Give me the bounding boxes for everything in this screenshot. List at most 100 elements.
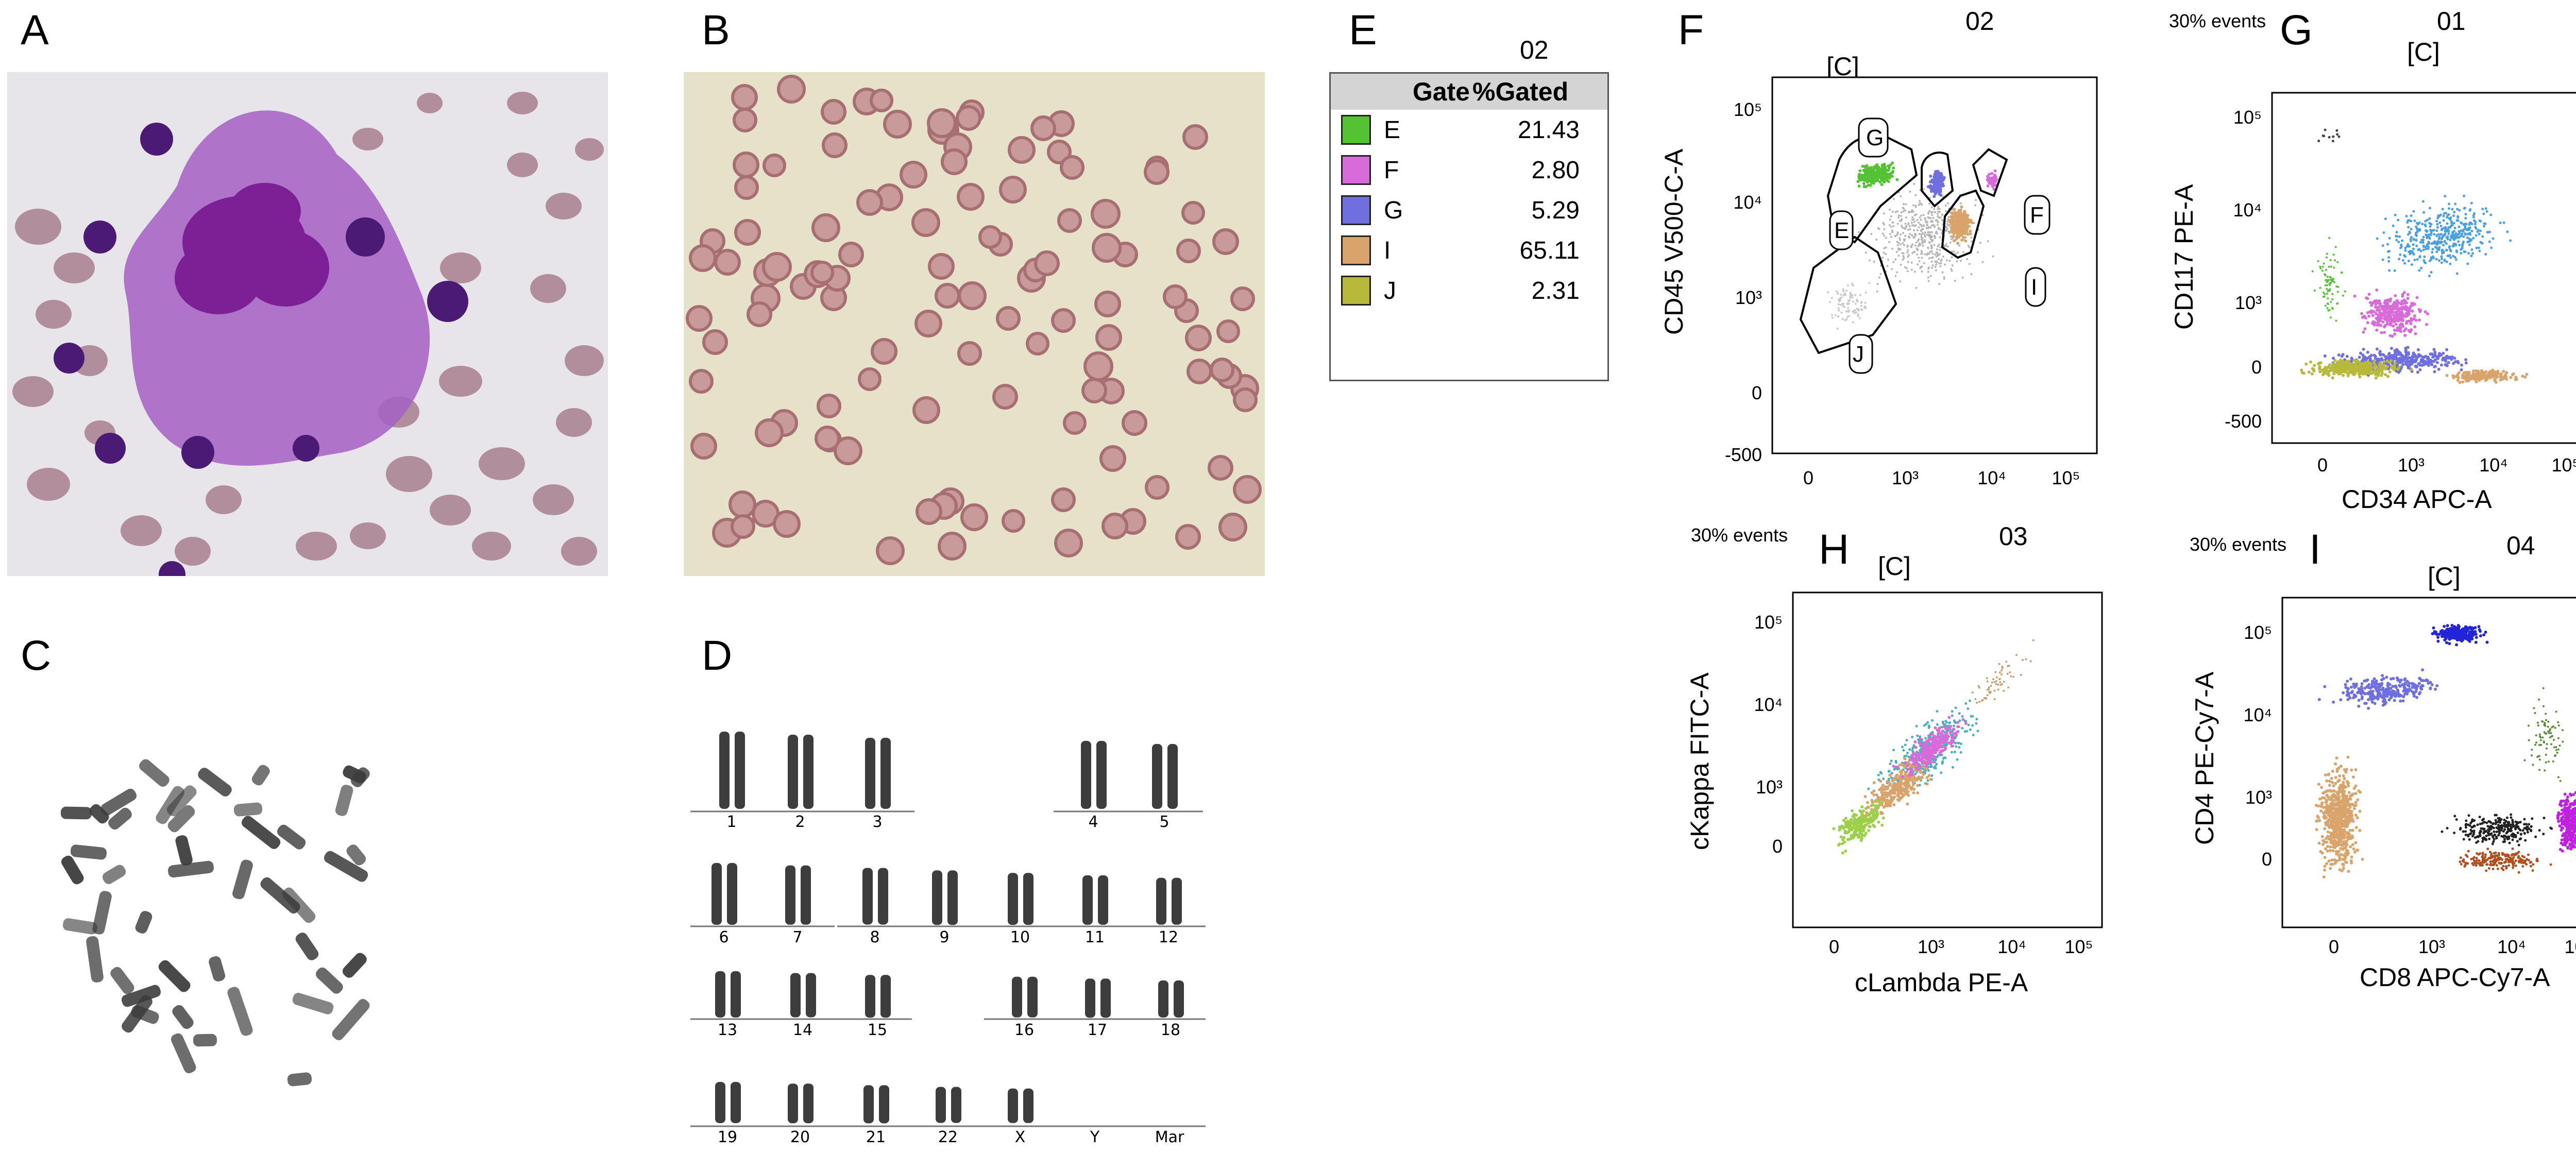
event-dot [1867,179,1870,182]
event-dot [1930,231,1933,233]
event-dot [2348,362,2351,365]
chromosome-label: 16 [1009,1021,1040,1039]
red-blood-cell [1188,360,1211,383]
event-dot [1865,817,1868,820]
event-dot [2320,786,2323,789]
event-dot [2509,240,2512,242]
event-dot [1905,225,1907,227]
chromosome [731,971,741,1018]
event-dot [2444,229,2447,232]
event-dot [1907,224,1909,226]
flow-plot-g: 10⁵ 10⁴ 10³ 0 -500 0 10³ 10⁴ 10⁵ [2205,72,2576,484]
event-dot [1858,184,1861,188]
event-dot [2458,230,2460,233]
gate-tag-i: I [2031,275,2037,300]
marrow-smear-drawing [7,72,608,576]
event-dot [2447,230,2450,232]
event-dot [2393,301,2396,304]
event-dot [1934,225,1936,227]
event-dot [2001,666,2003,668]
event-dot [1955,706,1957,709]
red-blood-cell [1218,321,1239,342]
y-tick: 0 [1772,836,1783,857]
event-dot [2410,251,2412,254]
event-dot [2423,362,2426,365]
event-dot [2330,259,2332,261]
event-dot [1904,266,1906,268]
event-dot [1914,778,1917,782]
event-dot [2366,351,2369,354]
event-dot [1855,833,1858,836]
event-dot [2309,361,2312,364]
event-dot [1846,838,1850,841]
event-dot [2413,238,2415,240]
event-dot [2475,234,2478,237]
x-tick: 10⁵ [2552,454,2576,476]
event-dot [2335,129,2338,132]
event-dot [1937,255,1939,257]
event-dot [1924,235,1926,238]
event-dot [2330,858,2333,861]
event-dot [2388,250,2391,252]
event-dot [1998,663,2001,665]
legend-header-gate: Gate [1331,77,1470,107]
event-dot [1978,687,1980,689]
event-dot [2477,374,2480,377]
y-tick: -500 [2225,411,2262,432]
event-dot [2462,230,2465,233]
event-dot [2447,226,2450,229]
event-dot [2349,845,2352,849]
event-dot [1937,221,1939,223]
event-dot [1940,228,1942,230]
event-dot [1882,222,1884,224]
event-dot [2379,319,2382,322]
event-dot [2413,314,2416,317]
gate-percent: 65.11 [1446,236,1580,265]
event-dot [1994,671,1996,673]
event-dot [1914,245,1917,247]
event-dot [1911,216,1913,218]
event-dot [1956,242,1959,245]
red-blood-cell [818,395,840,417]
event-dot [1880,167,1883,171]
event-dot [2397,307,2400,310]
event-dot [1844,294,1846,296]
event-dot [2450,221,2453,223]
event-dot [2327,276,2329,278]
event-dot [1882,175,1885,178]
event-dot [2465,362,2468,365]
event-dot [1916,735,1919,737]
event-dot [1990,181,1993,184]
event-dot [1927,277,1929,279]
event-dot [1858,831,1861,834]
red-blood-cell [1083,379,1106,402]
event-dot [1851,809,1854,812]
event-dot [2337,353,2341,357]
event-dot [1927,780,1929,782]
chromosome-label: 6 [708,928,739,946]
event-dot [1930,236,1933,238]
event-dot [2321,852,2324,855]
event-dot [1877,821,1880,824]
plot-tube-number: 02 [1965,6,1994,36]
event-dot [2342,374,2345,377]
event-dot [1903,227,1905,229]
red-blood-cell [1145,161,1168,183]
red-blood-cell [778,76,804,102]
event-dot [1921,270,1923,273]
event-dot [2451,232,2454,234]
event-dot [2328,283,2330,285]
chromosome-label: Mar [1146,1128,1193,1146]
event-dot [1974,204,1976,206]
event-dot [2401,295,2404,298]
event-dot [1847,307,1849,309]
event-dot [1910,246,1912,248]
event-dot [2437,368,2441,371]
event-dot [1836,291,1838,293]
event-dot [1922,232,1924,234]
red-blood-cell [813,215,839,241]
event-dot [1900,264,1902,266]
red-blood-cell [1234,389,1256,411]
event-dot [1951,736,1954,739]
event-dot [2405,320,2409,323]
